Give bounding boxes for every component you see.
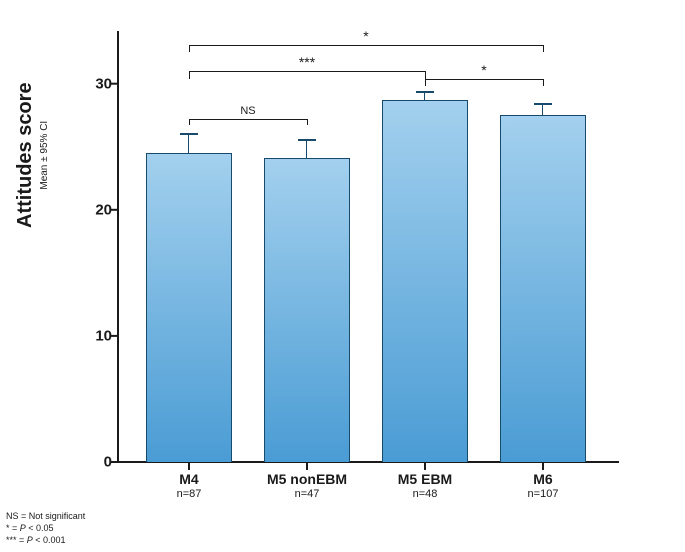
- bar: [382, 100, 468, 462]
- legend-ns-prefix: NS =: [6, 511, 29, 521]
- legend-row-ns: NS = Not significant: [6, 510, 85, 522]
- bar: [264, 158, 350, 462]
- error-cap: [180, 133, 198, 135]
- y-axis-title: Attitudes score: [14, 82, 37, 228]
- significance-bracket-drop: [189, 45, 190, 53]
- legend-row-p05: * = P < 0.05: [6, 522, 85, 534]
- significance-label: NS: [240, 106, 255, 118]
- plot-area: Attitudes score Mean ± 95% CI 0102030M4n…: [58, 10, 628, 506]
- legend-p05-sym: * =: [6, 523, 20, 533]
- significance-bracket: [425, 79, 543, 80]
- x-tick-label: M4n=87: [177, 471, 202, 500]
- error-cap: [534, 103, 552, 105]
- y-tick-label: 10: [95, 327, 112, 344]
- error-bar: [306, 139, 307, 158]
- y-axis-label: Attitudes score Mean ± 95% CI: [14, 82, 50, 228]
- y-tick-label: 0: [104, 454, 112, 471]
- legend-ns-text: Not significant: [29, 511, 86, 521]
- significance-bracket-drop: [307, 119, 308, 125]
- figure: Attitudes score Mean ± 95% CI 0102030M4n…: [0, 0, 685, 552]
- y-axis-subtitle: Mean ± 95% CI: [39, 82, 50, 228]
- chart-canvas: 0102030M4n=87M5 nonEBMn=47M5 EBMn=48M6n=…: [118, 32, 618, 462]
- significance-label: ***: [299, 55, 315, 70]
- x-tick-label: M6n=107: [528, 471, 559, 500]
- significance-legend: NS = Not significant * = P < 0.05 *** = …: [6, 510, 85, 546]
- legend-p05-rest: < 0.05: [26, 523, 54, 533]
- legend-row-p001: *** = P < 0.001: [6, 534, 85, 546]
- significance-bracket: [189, 71, 425, 72]
- significance-bracket-drop: [543, 45, 544, 53]
- y-tick-label: 20: [95, 201, 112, 218]
- x-tick-label: M5 nonEBMn=47: [267, 471, 347, 500]
- significance-bracket-drop: [425, 79, 426, 87]
- bar: [500, 115, 586, 462]
- x-tick-label: M5 EBMn=48: [398, 471, 452, 500]
- error-bar: [188, 133, 189, 153]
- legend-p001-sym: *** =: [6, 535, 27, 545]
- significance-bracket-drop: [425, 71, 426, 79]
- bar: [146, 153, 232, 462]
- significance-label: *: [481, 63, 486, 78]
- significance-bracket-drop: [189, 71, 190, 79]
- significance-bracket-drop: [543, 79, 544, 87]
- significance-bracket-drop: [189, 119, 190, 125]
- y-tick-label: 30: [95, 75, 112, 92]
- significance-label: *: [363, 29, 368, 44]
- error-cap: [298, 139, 316, 141]
- error-cap: [416, 91, 434, 93]
- significance-bracket: [189, 45, 543, 46]
- legend-p001-rest: < 0.001: [33, 535, 66, 545]
- significance-bracket: [189, 119, 307, 120]
